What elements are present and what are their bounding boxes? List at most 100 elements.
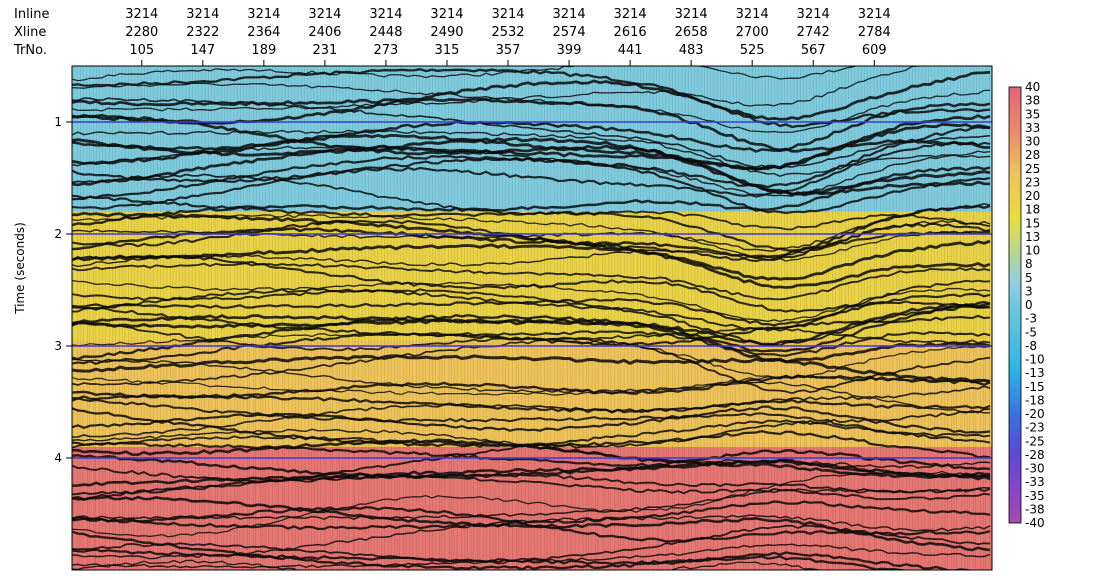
trace-header-column: 3214 2532 357 xyxy=(491,7,524,58)
header-trno-value: 147 xyxy=(190,43,215,58)
header-xline-value: 2490 xyxy=(430,25,463,40)
colorbar-label: 13 xyxy=(1025,230,1040,244)
trace-header-column: 3214 2364 189 xyxy=(247,7,280,58)
colorbar-label: 23 xyxy=(1025,175,1040,189)
header-trno-value: 315 xyxy=(435,43,460,58)
header-xline-value: 2322 xyxy=(186,25,219,40)
colorbar-label: 30 xyxy=(1025,135,1040,149)
header-trno-value: 273 xyxy=(374,43,399,58)
colorbar-gradient xyxy=(1008,86,1022,524)
colorbar-label: -23 xyxy=(1025,421,1045,435)
header-trno-value: 567 xyxy=(801,43,826,58)
header-inline-value: 3214 xyxy=(125,7,158,22)
header-xline-value: 2700 xyxy=(736,25,769,40)
colorbar-label: -28 xyxy=(1025,448,1045,462)
header-label-inline: Inline xyxy=(14,7,50,22)
colorbar-label: 3 xyxy=(1025,284,1033,298)
colorbar-label: -25 xyxy=(1025,434,1045,448)
colorbar-label: -20 xyxy=(1025,407,1045,421)
trace-header-column: 3214 2742 567 xyxy=(797,7,830,58)
header-trno-value: 357 xyxy=(496,43,521,58)
header-inline-value: 3214 xyxy=(369,7,402,22)
header-xline-value: 2448 xyxy=(369,25,402,40)
colorbar-label: -35 xyxy=(1025,489,1045,503)
colorbar-label: 5 xyxy=(1025,271,1033,285)
trace-header-column: 3214 2574 399 xyxy=(553,7,586,58)
colorbar-label: 0 xyxy=(1025,298,1033,312)
colorbar-label: -38 xyxy=(1025,502,1045,516)
colorbar-label: -8 xyxy=(1025,339,1037,353)
header-trno-value: 525 xyxy=(740,43,765,58)
header-trno-value: 609 xyxy=(862,43,887,58)
trace-header-column: 3214 2322 147 xyxy=(186,7,219,58)
header-inline-value: 3214 xyxy=(430,7,463,22)
header-inline-value: 3214 xyxy=(186,7,219,22)
seismic-plot-area xyxy=(72,66,992,570)
trace-header-column: 3214 2700 525 xyxy=(736,7,769,58)
header-xline-value: 2616 xyxy=(614,25,647,40)
colorbar-labels: 403835333028252320181513108530-3-5-8-10-… xyxy=(1025,80,1045,530)
time-tick-label: 3 xyxy=(54,339,62,353)
header-xline-value: 2406 xyxy=(308,25,341,40)
header-xline-value: 2784 xyxy=(858,25,891,40)
colorbar-label: 35 xyxy=(1025,107,1040,121)
trace-header-column: 3214 2490 315 xyxy=(430,7,463,58)
trace-header-column: 3214 2658 483 xyxy=(675,7,708,58)
trace-header-labels: Inline Xline TrNo. xyxy=(13,7,50,58)
colorbar-label: -33 xyxy=(1025,475,1045,489)
colorbar-label: -15 xyxy=(1025,380,1045,394)
colorbar-label: -13 xyxy=(1025,366,1045,380)
trace-header-columns: 3214 2280 105 3214 2322 147 3214 2364 189 3214 240… xyxy=(125,7,891,58)
colorbar-label: -3 xyxy=(1025,312,1037,326)
time-tick-label: 1 xyxy=(54,115,62,129)
header-inline-value: 3214 xyxy=(614,7,647,22)
colorbar-label: 25 xyxy=(1025,162,1040,176)
colorbar-label: -40 xyxy=(1025,516,1045,530)
header-trno-value: 399 xyxy=(557,43,582,58)
header-trno-value: 441 xyxy=(618,43,643,58)
trace-axis xyxy=(141,60,875,66)
header-xline-value: 2532 xyxy=(491,25,524,40)
trace-header-column: 3214 2280 105 xyxy=(125,7,158,58)
colorbar-label: 10 xyxy=(1025,244,1040,258)
plot-frame xyxy=(71,65,993,571)
header-inline-value: 3214 xyxy=(858,7,891,22)
trace-header-column: 3214 2616 441 xyxy=(614,7,647,58)
colorbar-label: 38 xyxy=(1025,94,1040,108)
header-inline-value: 3214 xyxy=(247,7,280,22)
colorbar-label: 20 xyxy=(1025,189,1040,203)
colorbar-label: 33 xyxy=(1025,121,1040,135)
trace-header-column: 3214 2448 273 xyxy=(369,7,402,58)
header-label-xline: Xline xyxy=(14,25,46,40)
trace-header-column: 3214 2406 231 xyxy=(308,7,341,58)
y-axis-title: Time (seconds) xyxy=(13,222,27,315)
time-tick-label: 2 xyxy=(54,227,62,241)
colorbar-label: 28 xyxy=(1025,148,1040,162)
time-tick-label: 4 xyxy=(54,451,62,465)
time-axis: 1 2 3 4 xyxy=(54,115,72,465)
colorbar-label: -10 xyxy=(1025,353,1045,367)
header-label-trno: TrNo. xyxy=(13,43,47,58)
header-trno-value: 189 xyxy=(251,43,276,58)
header-inline-value: 3214 xyxy=(491,7,524,22)
header-inline-value: 3214 xyxy=(736,7,769,22)
colorbar-label: 15 xyxy=(1025,216,1040,230)
header-trno-value: 105 xyxy=(129,43,154,58)
header-inline-value: 3214 xyxy=(675,7,708,22)
seismic-wiggle-traces xyxy=(72,66,991,570)
header-xline-value: 2658 xyxy=(675,25,708,40)
header-trno-value: 231 xyxy=(312,43,337,58)
trace-header-column: 3214 2784 609 xyxy=(858,7,891,58)
colorbar-label: -30 xyxy=(1025,462,1045,476)
header-inline-value: 3214 xyxy=(308,7,341,22)
colorbar-label: -18 xyxy=(1025,393,1045,407)
header-xline-value: 2280 xyxy=(125,25,158,40)
horizon-lines xyxy=(72,121,992,459)
header-inline-value: 3214 xyxy=(797,7,830,22)
colorbar: 403835333028252320181513108530-3-5-8-10-… xyxy=(1008,80,1045,530)
header-inline-value: 3214 xyxy=(553,7,586,22)
colorbar-label: -5 xyxy=(1025,325,1037,339)
header-xline-value: 2742 xyxy=(797,25,830,40)
header-trno-value: 483 xyxy=(679,43,704,58)
